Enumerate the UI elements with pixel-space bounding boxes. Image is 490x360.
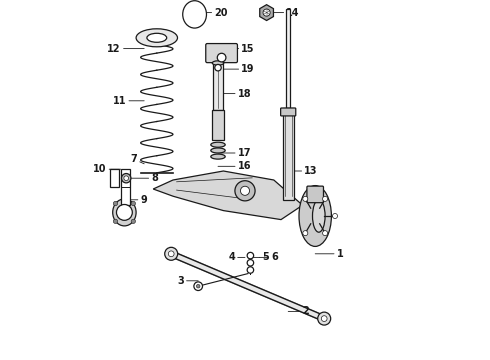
Circle shape [215, 64, 221, 71]
FancyBboxPatch shape [283, 108, 294, 200]
Circle shape [117, 204, 132, 220]
Circle shape [122, 174, 131, 183]
FancyBboxPatch shape [307, 186, 323, 203]
Ellipse shape [183, 1, 206, 28]
Circle shape [131, 219, 135, 224]
Text: 9: 9 [124, 195, 147, 205]
Text: 1: 1 [315, 249, 343, 259]
Text: 13: 13 [288, 166, 318, 176]
Circle shape [131, 201, 135, 206]
Circle shape [196, 284, 200, 288]
Circle shape [124, 176, 128, 181]
FancyBboxPatch shape [206, 44, 238, 63]
Text: 10: 10 [93, 164, 121, 174]
Circle shape [263, 9, 270, 16]
Circle shape [113, 219, 118, 224]
Circle shape [247, 260, 254, 266]
Text: 12: 12 [107, 44, 144, 54]
Ellipse shape [299, 186, 331, 247]
FancyBboxPatch shape [281, 108, 296, 116]
Circle shape [303, 196, 308, 201]
Text: 19: 19 [221, 64, 255, 74]
Polygon shape [153, 171, 303, 220]
Text: 17: 17 [218, 148, 251, 158]
Circle shape [113, 201, 118, 206]
Circle shape [322, 196, 328, 201]
Text: 15: 15 [221, 44, 255, 54]
Ellipse shape [147, 33, 167, 42]
Text: 7: 7 [130, 154, 144, 164]
FancyBboxPatch shape [121, 169, 130, 205]
Ellipse shape [211, 148, 225, 153]
Text: 16: 16 [218, 161, 251, 171]
Circle shape [322, 231, 328, 236]
Circle shape [194, 282, 202, 291]
Circle shape [318, 312, 331, 325]
Circle shape [333, 213, 338, 219]
Text: 8: 8 [130, 173, 158, 183]
Polygon shape [260, 5, 273, 21]
Circle shape [247, 267, 254, 273]
Ellipse shape [113, 199, 136, 226]
Circle shape [321, 316, 327, 321]
Text: 6: 6 [259, 252, 278, 262]
FancyBboxPatch shape [110, 169, 119, 187]
Text: 11: 11 [113, 96, 144, 106]
Circle shape [303, 231, 308, 236]
Text: 3: 3 [177, 276, 198, 286]
Ellipse shape [211, 142, 225, 147]
Text: 4: 4 [228, 252, 245, 262]
Ellipse shape [211, 154, 225, 159]
Circle shape [169, 251, 174, 257]
Circle shape [165, 247, 178, 260]
Ellipse shape [313, 200, 325, 232]
Text: 20: 20 [195, 8, 228, 18]
Circle shape [217, 53, 226, 62]
Text: 5: 5 [252, 252, 269, 262]
Text: 18: 18 [218, 89, 251, 99]
FancyBboxPatch shape [286, 9, 291, 108]
Text: 14: 14 [267, 8, 300, 18]
FancyBboxPatch shape [212, 110, 224, 140]
Circle shape [247, 252, 254, 259]
Text: 2: 2 [288, 306, 309, 316]
Circle shape [241, 186, 249, 195]
Circle shape [235, 181, 255, 201]
Ellipse shape [212, 61, 224, 65]
Ellipse shape [136, 29, 177, 47]
FancyBboxPatch shape [213, 63, 223, 110]
